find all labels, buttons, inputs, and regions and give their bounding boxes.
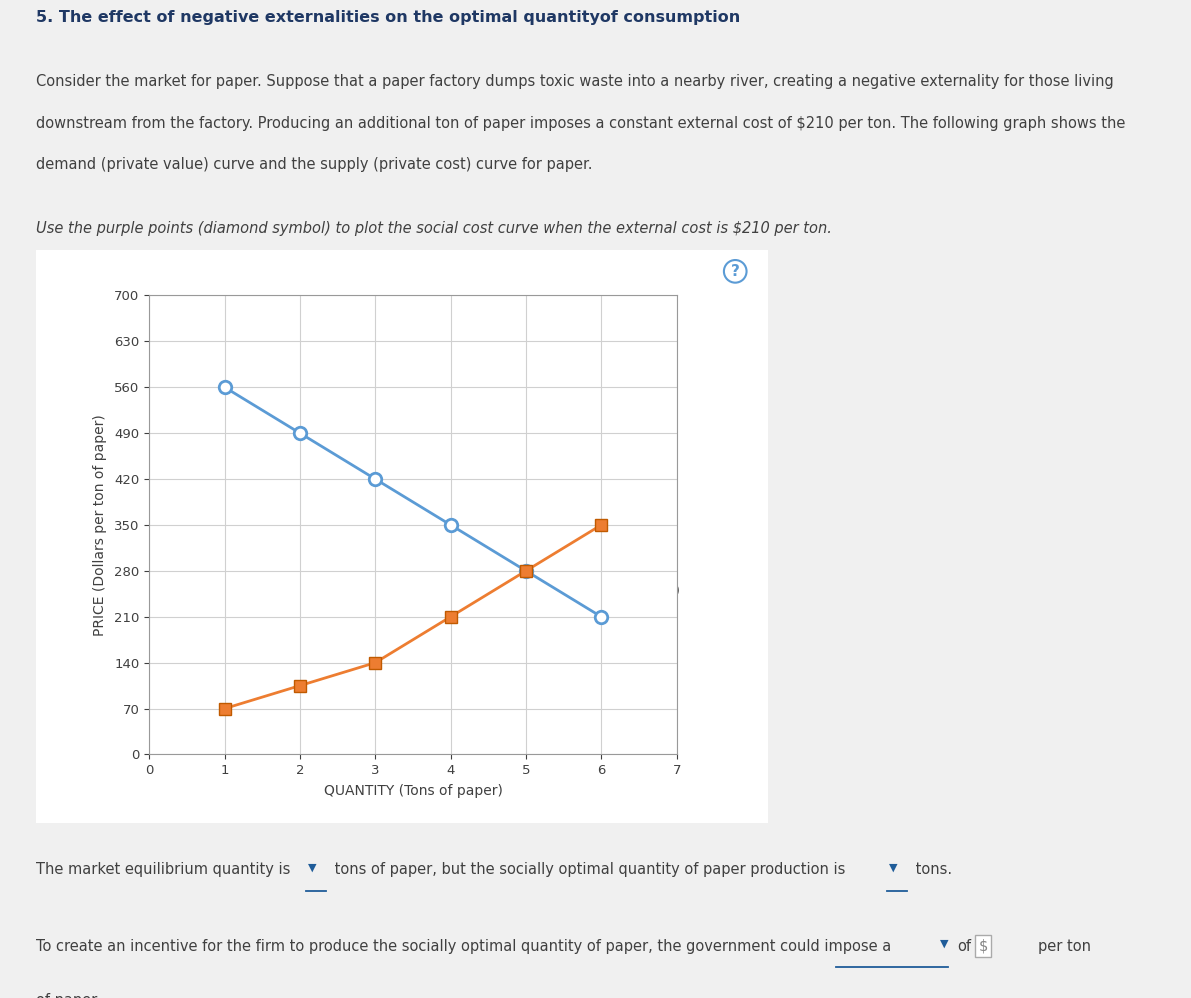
- Text: Use the purple points (diamond symbol) to plot the social cost curve when the ex: Use the purple points (diamond symbol) t…: [36, 222, 831, 237]
- FancyBboxPatch shape: [29, 244, 775, 829]
- Text: Demand
(Private Value): Demand (Private Value): [578, 565, 680, 598]
- Text: ▼: ▼: [888, 862, 897, 872]
- Text: Social Cost: Social Cost: [578, 345, 654, 360]
- Y-axis label: PRICE (Dollars per ton of paper): PRICE (Dollars per ton of paper): [93, 414, 107, 636]
- X-axis label: QUANTITY (Tons of paper): QUANTITY (Tons of paper): [324, 784, 503, 798]
- Text: tons.: tons.: [911, 862, 953, 877]
- Text: The market equilibrium quantity is: The market equilibrium quantity is: [36, 862, 294, 877]
- Text: per ton: per ton: [1037, 938, 1091, 954]
- Text: of paper.: of paper.: [36, 993, 100, 998]
- Text: downstream from the factory. Producing an additional ton of paper imposes a cons: downstream from the factory. Producing a…: [36, 116, 1125, 131]
- Text: To create an incentive for the firm to produce the socially optimal quantity of : To create an incentive for the firm to p…: [36, 938, 891, 954]
- Text: 5. The effect of negative externalities on the optimal quantityof consumption: 5. The effect of negative externalities …: [36, 10, 740, 25]
- Text: demand (private value) curve and the supply (private cost) curve for paper.: demand (private value) curve and the sup…: [36, 157, 592, 172]
- Text: tons of paper, but the socially optimal quantity of paper production is: tons of paper, but the socially optimal …: [330, 862, 850, 877]
- Text: Consider the market for paper. Suppose that a paper factory dumps toxic waste in: Consider the market for paper. Suppose t…: [36, 74, 1114, 89]
- Text: ▼: ▼: [941, 938, 949, 949]
- Text: ?: ?: [731, 263, 740, 278]
- Text: $: $: [978, 938, 987, 954]
- Text: Supply
(Private Cost): Supply (Private Cost): [578, 462, 673, 494]
- Text: of: of: [958, 938, 971, 954]
- Text: ▼: ▼: [307, 862, 317, 872]
